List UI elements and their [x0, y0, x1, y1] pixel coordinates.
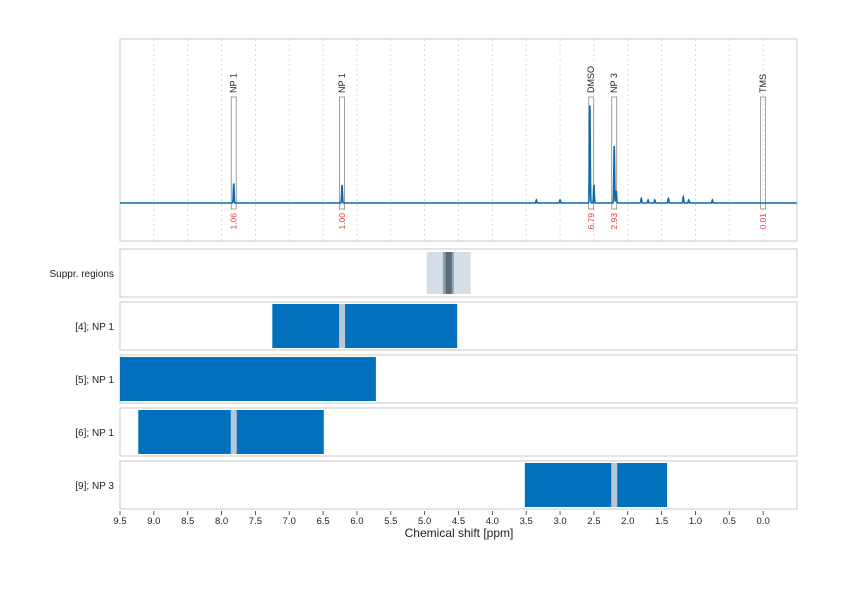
region-bar [524, 463, 668, 507]
region-row-label: [5]; NP 1 [75, 375, 114, 386]
x-tick-label: 2.0 [621, 516, 634, 527]
region-rows: Suppr. regions [4]; NP 1 [5]; NP 1 [6]; NP … [50, 248, 798, 510]
region-row-frame [119, 301, 798, 351]
integral-value: 1.06 [229, 213, 239, 230]
suppression-row-label: Suppr. regions [50, 269, 115, 280]
x-tick-label: 4.0 [486, 516, 499, 527]
x-tick-label: 0.5 [723, 516, 736, 527]
integral-value: 6.79 [586, 213, 596, 230]
region-row-label: [6]; NP 1 [75, 428, 114, 439]
x-tick-label: 7.0 [283, 516, 296, 527]
integral-value: 1.00 [337, 213, 347, 230]
x-tick-label: 1.0 [689, 516, 702, 527]
annotation-label: DMSO [586, 66, 596, 93]
x-tick-label: 0.0 [757, 516, 770, 527]
annotation-box [339, 96, 345, 210]
x-tick-label: 6.5 [316, 516, 329, 527]
annotation-label: NP 1 [229, 73, 239, 93]
x-tick-label: 9.5 [113, 516, 126, 527]
x-tick-label: 2.5 [587, 516, 600, 527]
region-row-frame [119, 460, 798, 510]
x-tick-label: 7.5 [249, 516, 262, 527]
x-axis: 9.5 9.0 8.5 8.0 7.5 7.0 6.5 6.0 5.5 5.0 4.5 4.0 3.5 3… [113, 511, 770, 527]
region-marker [339, 304, 346, 348]
x-tick-label: 8.0 [215, 516, 228, 527]
region-bar [120, 357, 376, 401]
annotation-label: NP 3 [609, 73, 619, 93]
grid-lines [119, 39, 764, 241]
x-axis-label: Chemical shift [ppm] [405, 526, 514, 540]
x-tick-label: 6.0 [350, 516, 363, 527]
x-tick-label: 1.5 [655, 516, 668, 527]
spectrum-series [120, 105, 797, 204]
annotation-label: TMS [758, 74, 768, 93]
x-tick-label: 5.0 [418, 516, 431, 527]
annotation-label: NP 1 [337, 73, 347, 93]
x-tick-label: 8.5 [181, 516, 194, 527]
x-tick-label: 4.5 [452, 516, 465, 527]
integral-value: 0.01 [758, 213, 768, 230]
region-row-label: [4]; NP 1 [75, 322, 114, 333]
region-bar [272, 304, 458, 348]
x-tick-label: 9.0 [147, 516, 160, 527]
annotation-box [760, 96, 767, 210]
region-marker [611, 463, 618, 507]
x-tick-label: 3.0 [553, 516, 566, 527]
x-tick-label: 3.5 [520, 516, 533, 527]
annotation-box [230, 96, 237, 210]
region-row-label: [9]; NP 3 [75, 481, 114, 492]
region-marker [230, 410, 237, 454]
integral-value: 2.93 [609, 213, 619, 230]
suppression-band [445, 252, 452, 294]
annotation-box [611, 96, 618, 210]
x-tick-label: 5.5 [384, 516, 397, 527]
spectrum-line [120, 105, 797, 204]
peak-annotations: NP 1 1.06 NP 1 1.00 DMSO 6.79 NP 3 2.93 TMS 0.01 [229, 66, 768, 230]
